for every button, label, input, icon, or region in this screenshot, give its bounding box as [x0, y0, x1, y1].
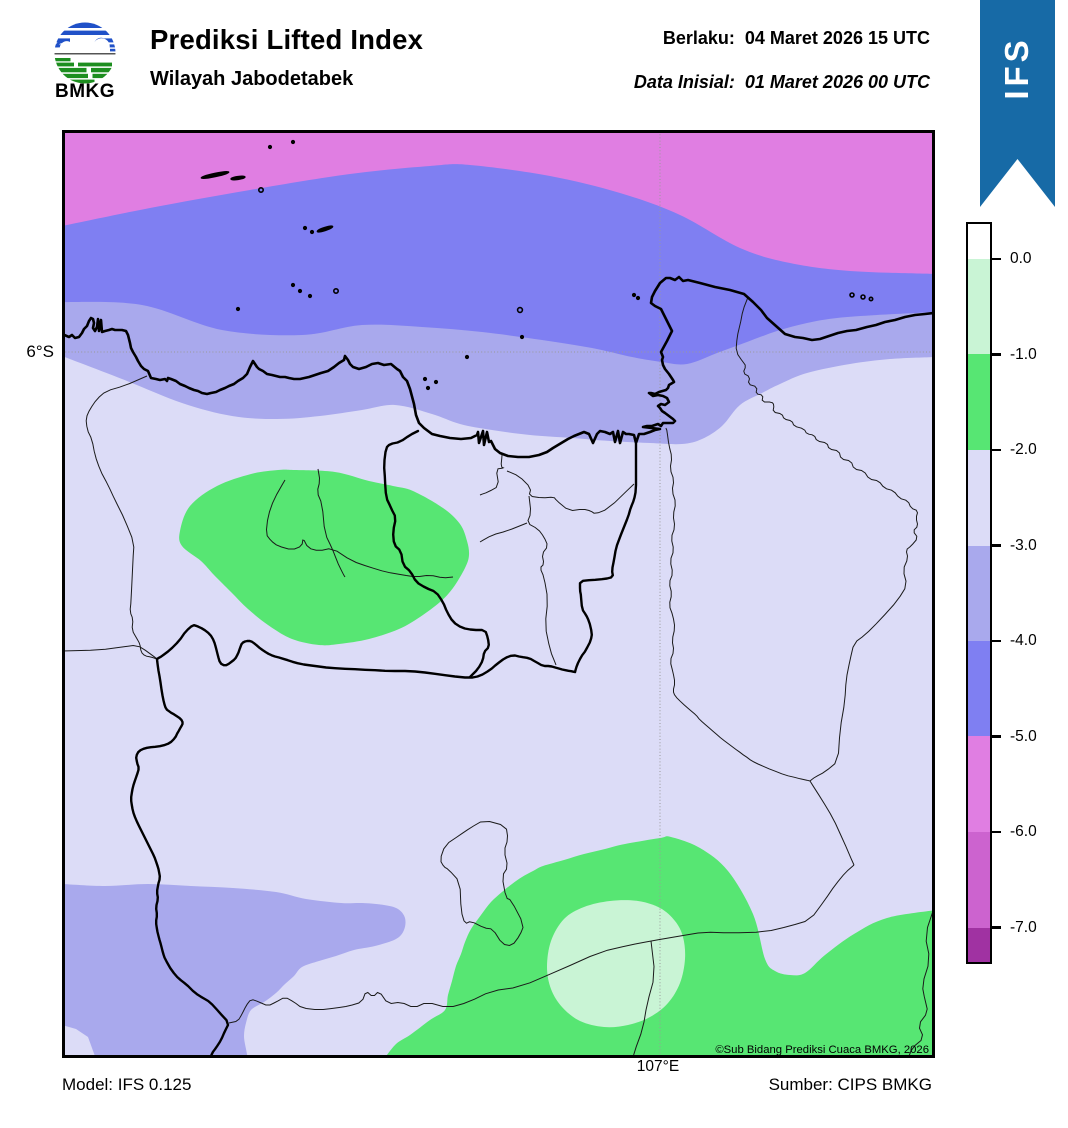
svg-text:©Sub Bidang Prediksi Cuaca BMK: ©Sub Bidang Prediksi Cuaca BMKG, 2026: [715, 1044, 929, 1056]
svg-text:BMKG: BMKG: [55, 81, 115, 102]
svg-text:IFS: IFS: [998, 36, 1035, 99]
